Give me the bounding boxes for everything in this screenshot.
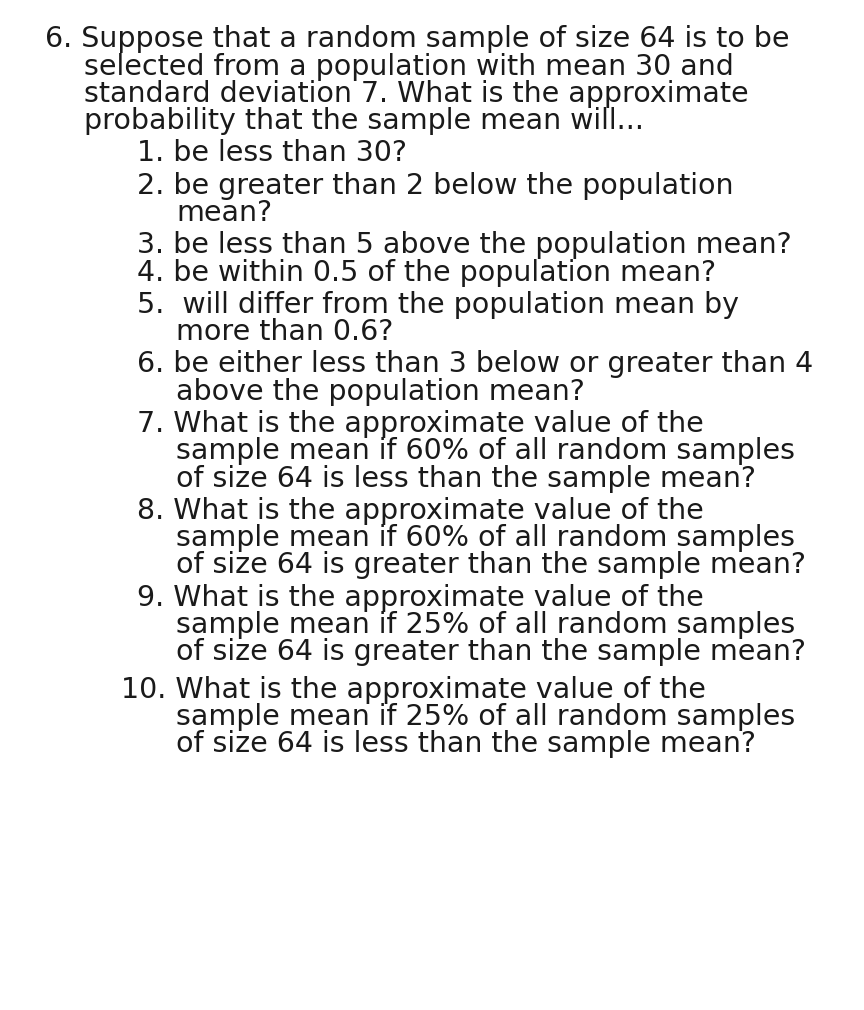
Text: 5.  will differ from the population mean by: 5. will differ from the population mean …: [137, 291, 739, 319]
Text: of size 64 is greater than the sample mean?: of size 64 is greater than the sample me…: [176, 551, 806, 580]
Text: more than 0.6?: more than 0.6?: [176, 318, 394, 346]
Text: 7. What is the approximate value of the: 7. What is the approximate value of the: [137, 410, 703, 438]
Text: 4. be within 0.5 of the population mean?: 4. be within 0.5 of the population mean?: [137, 259, 715, 287]
Text: sample mean if 60% of all random samples: sample mean if 60% of all random samples: [176, 524, 795, 552]
Text: 9. What is the approximate value of the: 9. What is the approximate value of the: [137, 584, 703, 612]
Text: sample mean if 60% of all random samples: sample mean if 60% of all random samples: [176, 437, 795, 466]
Text: probability that the sample mean will...: probability that the sample mean will...: [84, 107, 644, 135]
Text: 6. be either less than 3 below or greater than 4: 6. be either less than 3 below or greate…: [137, 350, 813, 379]
Text: standard deviation 7. What is the approximate: standard deviation 7. What is the approx…: [84, 80, 748, 108]
Text: 6. Suppose that a random sample of size 64 is to be: 6. Suppose that a random sample of size …: [45, 25, 790, 54]
Text: sample mean if 25% of all random samples: sample mean if 25% of all random samples: [176, 611, 796, 639]
Text: 2. be greater than 2 below the population: 2. be greater than 2 below the populatio…: [137, 172, 733, 200]
Text: 8. What is the approximate value of the: 8. What is the approximate value of the: [137, 497, 703, 525]
Text: sample mean if 25% of all random samples: sample mean if 25% of all random samples: [176, 703, 796, 731]
Text: of size 64 is greater than the sample mean?: of size 64 is greater than the sample me…: [176, 638, 806, 667]
Text: 3. be less than 5 above the population mean?: 3. be less than 5 above the population m…: [137, 231, 791, 260]
Text: above the population mean?: above the population mean?: [176, 378, 585, 406]
Text: of size 64 is less than the sample mean?: of size 64 is less than the sample mean?: [176, 730, 756, 759]
Text: selected from a population with mean 30 and: selected from a population with mean 30 …: [84, 53, 734, 81]
Text: mean?: mean?: [176, 199, 272, 227]
Text: of size 64 is less than the sample mean?: of size 64 is less than the sample mean?: [176, 465, 756, 493]
Text: 1. be less than 30?: 1. be less than 30?: [137, 139, 406, 168]
Text: 10. What is the approximate value of the: 10. What is the approximate value of the: [121, 676, 706, 704]
